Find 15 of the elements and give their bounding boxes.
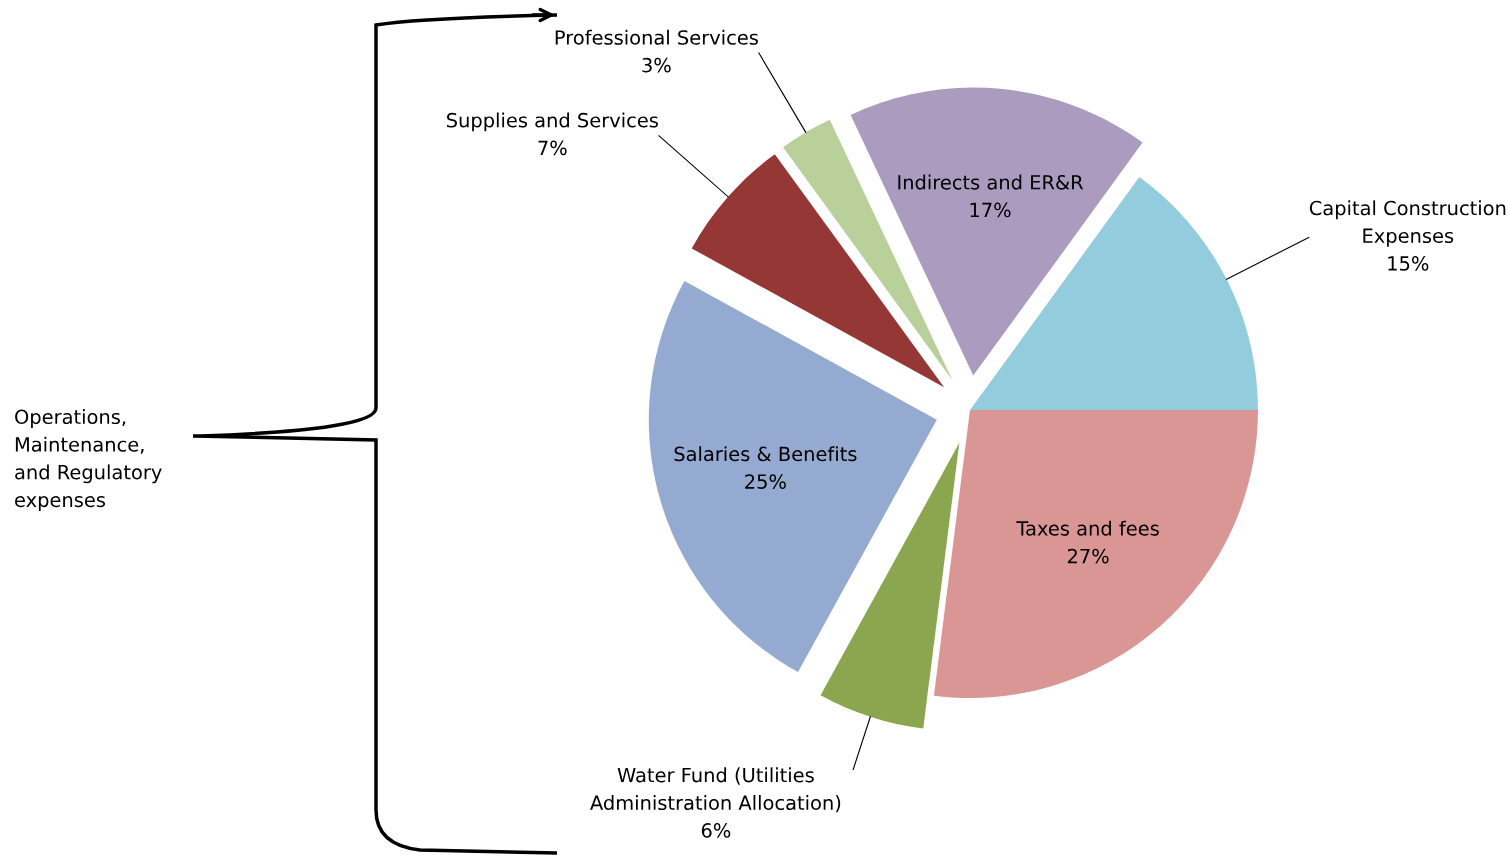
data-label: 27%	[1067, 548, 1109, 564]
data-label: 3%	[642, 57, 671, 73]
slice-label: Taxes and fees	[1016, 520, 1159, 536]
slice-label: Indirects and ER&R	[898, 174, 1084, 190]
data-label: 7%	[538, 140, 567, 156]
data-label: 6%	[701, 823, 731, 838]
slice-label: Salaries & Benefits	[674, 446, 857, 462]
data-label: 15%	[1388, 256, 1429, 271]
slice-label: Water Fund (Utilities Administration Allocation)	[590, 767, 841, 813]
slice-label: Professional Services	[555, 29, 758, 45]
data-label: 17%	[970, 202, 1011, 218]
slice-label: Supplies and Services	[447, 112, 658, 132]
text: Operations, Maintenance, and Regulatory expenses	[15, 409, 162, 511]
data-label: 25%	[745, 474, 786, 489]
slice-label: Capital Construction Expenses	[1309, 200, 1506, 247]
